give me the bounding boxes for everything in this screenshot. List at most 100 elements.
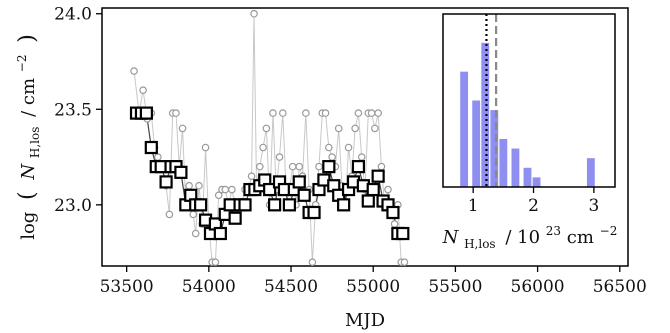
y-label-paren-right: ) — [15, 34, 40, 43]
histogram-bar — [490, 110, 499, 187]
inset-x-tick-label: 2 — [528, 196, 539, 216]
inset-x-axis-label: N H,los / 10 23 cm −2 — [442, 219, 618, 253]
circle-data-point — [154, 153, 162, 161]
circle-data-point — [172, 109, 180, 117]
circle-data-point — [139, 86, 147, 94]
inset-label-unit-superscript: −2 — [600, 224, 618, 238]
circle-data-point — [130, 67, 138, 75]
circle-data-point — [371, 124, 379, 133]
square-data-point — [322, 160, 336, 174]
inset-label-scale: / 10 — [505, 227, 540, 248]
circle-data-point — [211, 258, 220, 266]
inset-frame — [442, 13, 616, 188]
square-data-point — [361, 194, 375, 208]
histogram-bar — [499, 138, 508, 187]
square-data-point — [238, 198, 252, 212]
circle-data-point — [302, 109, 310, 117]
circle-data-point — [377, 162, 386, 171]
y-label-superscript: −2 — [15, 55, 29, 73]
circle-data-point — [228, 185, 236, 194]
histogram-bar — [472, 100, 481, 187]
y-tick-label: 24.0 — [54, 5, 92, 25]
circle-data-point — [195, 181, 203, 190]
circle-data-point — [374, 109, 382, 117]
circle-data-point — [262, 124, 271, 133]
main-x-axis-label: MJD — [345, 310, 385, 331]
inset-label-symbol: N — [442, 227, 460, 248]
circle-data-point — [308, 258, 317, 266]
circle-data-point — [344, 143, 353, 152]
inset-background — [443, 14, 615, 187]
square-data-point — [396, 226, 410, 241]
circle-data-point — [259, 143, 267, 152]
histogram-bar — [523, 167, 532, 187]
circle-data-point — [390, 220, 399, 228]
circle-data-point — [255, 162, 264, 171]
y-tick-label: 23.5 — [54, 100, 92, 120]
main-plot-points — [129, 9, 410, 266]
circle-data-point — [189, 210, 198, 219]
square-data-point — [282, 198, 296, 212]
inset-label-unit: cm — [567, 227, 594, 248]
square-data-point — [159, 175, 173, 189]
circle-data-point — [400, 258, 409, 266]
circle-data-point — [295, 162, 304, 171]
histogram-bar — [532, 177, 541, 187]
inset-label-exponent: 23 — [546, 224, 561, 238]
x-tick-label: 53500 — [100, 277, 154, 297]
y-label-unit: / cm — [18, 78, 39, 117]
histogram-bar — [511, 148, 520, 187]
circle-data-point — [201, 143, 210, 152]
circle-data-point — [334, 124, 343, 133]
circle-series-line — [133, 13, 405, 263]
square-data-point — [351, 160, 366, 174]
inset-histogram-bars — [460, 42, 595, 188]
circle-data-point — [269, 109, 277, 117]
x-tick-label: 55500 — [428, 277, 482, 297]
circle-data-point — [384, 185, 392, 194]
circle-data-point — [191, 229, 200, 238]
y-tick-label: 23.0 — [54, 196, 92, 216]
circle-data-point — [214, 191, 223, 200]
square-data-point — [366, 182, 380, 197]
circle-data-point — [275, 153, 284, 161]
square-data-point — [263, 182, 277, 197]
y-label-symbol: N — [18, 163, 39, 181]
square-data-point — [292, 175, 306, 189]
x-tick-label: 56500 — [593, 277, 647, 297]
circle-data-point — [288, 162, 297, 171]
histogram-bar — [460, 71, 469, 187]
circle-data-point — [185, 181, 193, 190]
inset-x-tick-label: 3 — [588, 196, 599, 216]
square-data-point — [174, 165, 188, 179]
square-data-point — [386, 205, 400, 220]
x-tick-label: 56000 — [511, 277, 565, 297]
circle-data-point — [367, 109, 376, 117]
main-x-ticks: 53500 54000 54500 55000 55500 56000 56500 — [100, 266, 647, 297]
y-label-subscript: H,los — [28, 127, 42, 159]
histogram-bar — [481, 42, 490, 188]
circle-data-point — [250, 9, 258, 18]
square-data-point — [267, 198, 282, 212]
inset-label-subscript: H,los — [464, 237, 496, 251]
circle-data-point — [165, 210, 174, 219]
square-data-point — [307, 205, 321, 220]
inset-x-tick-label: 1 — [468, 196, 479, 216]
circle-data-point — [221, 185, 230, 194]
square-data-point — [371, 169, 385, 183]
circle-data-point — [321, 109, 330, 117]
square-data-point — [213, 226, 227, 241]
circle-data-point — [354, 109, 363, 117]
circle-data-point — [351, 124, 359, 133]
square-data-point — [297, 188, 311, 202]
circle-data-point — [315, 162, 323, 171]
x-tick-label: 54000 — [182, 277, 236, 297]
y-label-log: log — [18, 212, 39, 240]
circle-data-point — [328, 153, 336, 161]
square-data-point — [337, 198, 351, 212]
circle-data-point — [357, 153, 366, 161]
square-data-point — [139, 106, 153, 120]
main-y-ticks: 23.0 23.5 24.0 — [54, 5, 102, 216]
histogram-bar — [586, 158, 595, 187]
